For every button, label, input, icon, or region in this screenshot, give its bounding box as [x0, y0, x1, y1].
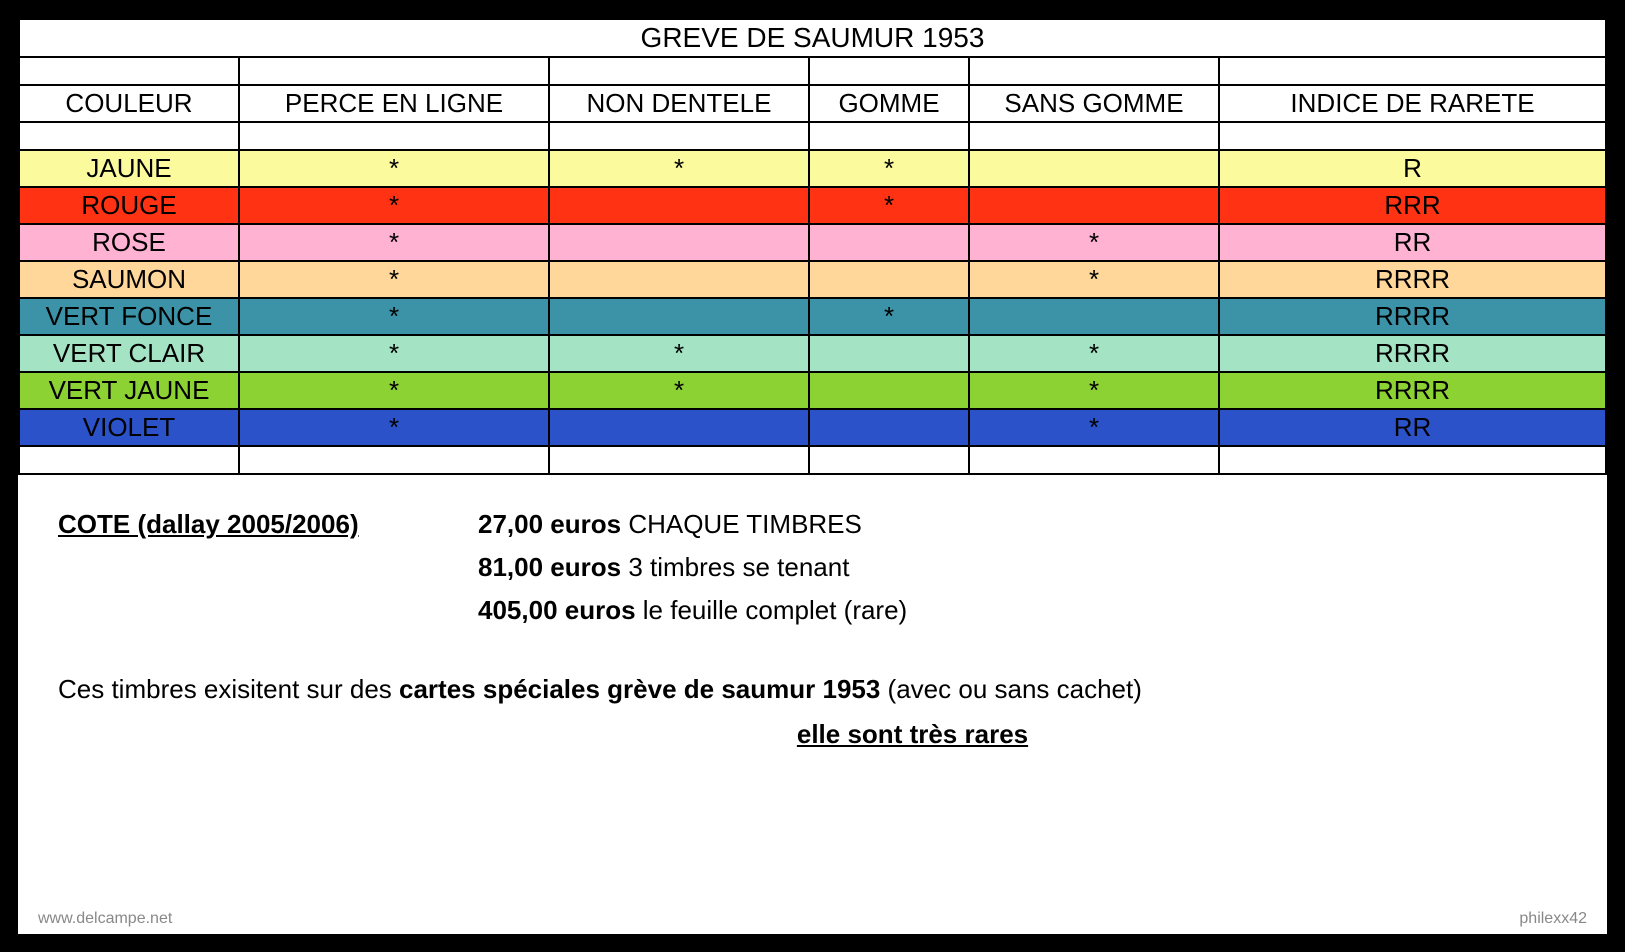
gomme-cell: * [809, 150, 969, 187]
table-row: JAUNE***R [19, 150, 1606, 187]
color-name: VERT FONCE [19, 298, 239, 335]
sans-gomme-cell [969, 187, 1219, 224]
price-line: 405,00 euros le feuille complet (rare) [478, 591, 1567, 630]
color-name: ROSE [19, 224, 239, 261]
price-amount: 81,00 euros [478, 552, 628, 582]
perce-cell: * [239, 261, 549, 298]
rarete-cell: R [1219, 150, 1606, 187]
note-bold: cartes spéciales grève de saumur 1953 [399, 674, 880, 704]
sans-gomme-cell [969, 150, 1219, 187]
non-dentele-cell: * [549, 335, 809, 372]
perce-cell: * [239, 409, 549, 446]
color-name: JAUNE [19, 150, 239, 187]
color-name: VERT JAUNE [19, 372, 239, 409]
notes-line: Ces timbres exisitent sur des cartes spé… [58, 670, 1567, 709]
perce-cell: * [239, 372, 549, 409]
rarity-table: GREVE DE SAUMUR 1953 COULEUR PERCE EN LI… [18, 18, 1607, 475]
perce-cell: * [239, 335, 549, 372]
table-row: VERT FONCE**RRRR [19, 298, 1606, 335]
rarete-cell: RR [1219, 224, 1606, 261]
non-dentele-cell [549, 187, 809, 224]
sans-gomme-cell: * [969, 224, 1219, 261]
price-amount: 27,00 euros [478, 509, 628, 539]
table-row: ROUGE**RRR [19, 187, 1606, 224]
sans-gomme-cell: * [969, 261, 1219, 298]
non-dentele-cell [549, 409, 809, 446]
price-line: 27,00 euros CHAQUE TIMBRES [478, 505, 1567, 544]
gomme-cell [809, 409, 969, 446]
watermark-right: philexx42 [1519, 910, 1587, 928]
document-frame: GREVE DE SAUMUR 1953 COULEUR PERCE EN LI… [0, 0, 1625, 952]
content-area: GREVE DE SAUMUR 1953 COULEUR PERCE EN LI… [18, 18, 1607, 774]
price-amount: 405,00 euros [478, 595, 643, 625]
cote-label: COTE (dallay 2005/2006) [58, 505, 478, 634]
color-name: VIOLET [19, 409, 239, 446]
spacer-row-mid [19, 122, 1606, 150]
header-gomme: GOMME [809, 85, 969, 122]
rarete-cell: RR [1219, 409, 1606, 446]
rarete-cell: RRRR [1219, 298, 1606, 335]
title-row: GREVE DE SAUMUR 1953 [19, 19, 1606, 57]
gomme-cell: * [809, 298, 969, 335]
sans-gomme-cell: * [969, 409, 1219, 446]
header-couleur: COULEUR [19, 85, 239, 122]
price-line: 81,00 euros 3 timbres se tenant [478, 548, 1567, 587]
gomme-cell [809, 372, 969, 409]
table-title: GREVE DE SAUMUR 1953 [19, 19, 1606, 57]
gomme-cell [809, 261, 969, 298]
table-row: VERT CLAIR***RRRR [19, 335, 1606, 372]
sans-gomme-cell: * [969, 372, 1219, 409]
header-perce: PERCE EN LIGNE [239, 85, 549, 122]
table-row: ROSE**RR [19, 224, 1606, 261]
perce-cell: * [239, 150, 549, 187]
sans-gomme-cell: * [969, 335, 1219, 372]
gomme-cell: * [809, 187, 969, 224]
watermark-left: www.delcampe.net [38, 910, 172, 928]
color-name: SAUMON [19, 261, 239, 298]
table-row: SAUMON**RRRR [19, 261, 1606, 298]
header-non-dentele: NON DENTELE [549, 85, 809, 122]
price-desc: 3 timbres se tenant [628, 552, 849, 582]
table-row: VIOLET**RR [19, 409, 1606, 446]
table-row: VERT JAUNE***RRRR [19, 372, 1606, 409]
header-row: COULEUR PERCE EN LIGNE NON DENTELE GOMME… [19, 85, 1606, 122]
gomme-cell [809, 335, 969, 372]
rarete-cell: RRRR [1219, 372, 1606, 409]
rarete-cell: RRR [1219, 187, 1606, 224]
sans-gomme-cell [969, 298, 1219, 335]
footer-section: COTE (dallay 2005/2006) 27,00 euros CHAQ… [18, 475, 1607, 774]
price-desc: CHAQUE TIMBRES [628, 509, 862, 539]
non-dentele-cell [549, 224, 809, 261]
note-prefix: Ces timbres exisitent sur des [58, 674, 399, 704]
color-name: ROUGE [19, 187, 239, 224]
color-name: VERT CLAIR [19, 335, 239, 372]
non-dentele-cell: * [549, 372, 809, 409]
price-desc: le feuille complet (rare) [643, 595, 907, 625]
spacer-row-top [19, 57, 1606, 85]
gomme-cell [809, 224, 969, 261]
spacer-row-bottom [19, 446, 1606, 474]
non-dentele-cell [549, 261, 809, 298]
price-block: 27,00 euros CHAQUE TIMBRES81,00 euros 3 … [478, 505, 1567, 634]
header-rarete: INDICE DE RARETE [1219, 85, 1606, 122]
perce-cell: * [239, 187, 549, 224]
non-dentele-cell [549, 298, 809, 335]
non-dentele-cell: * [549, 150, 809, 187]
perce-cell: * [239, 298, 549, 335]
header-sans-gomme: SANS GOMME [969, 85, 1219, 122]
rarete-cell: RRRR [1219, 261, 1606, 298]
cote-block: COTE (dallay 2005/2006) 27,00 euros CHAQ… [58, 505, 1567, 634]
rarete-cell: RRRR [1219, 335, 1606, 372]
perce-cell: * [239, 224, 549, 261]
rare-line: elle sont très rares [258, 715, 1567, 754]
note-suffix: (avec ou sans cachet) [880, 674, 1142, 704]
